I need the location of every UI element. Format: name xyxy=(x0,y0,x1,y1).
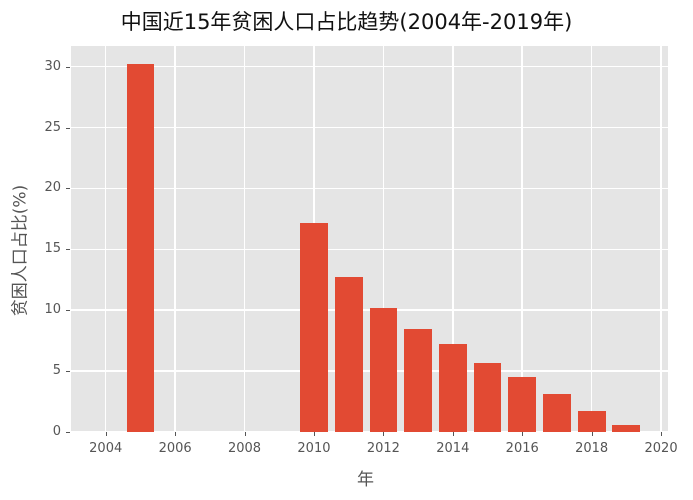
x-tick xyxy=(591,432,593,436)
bar-2019 xyxy=(612,424,641,432)
x-tick xyxy=(661,432,663,436)
y-tick-label: 10 xyxy=(44,302,61,318)
bar-2014 xyxy=(438,344,467,432)
x-tick xyxy=(522,432,524,436)
y-tick-label: 0 xyxy=(52,424,61,439)
y-tick-label: 30 xyxy=(44,58,61,74)
x-tick xyxy=(452,432,454,436)
bar-2012 xyxy=(369,307,398,432)
x-tick-label: 2012 xyxy=(366,441,400,456)
x-tick-label: 2018 xyxy=(575,441,609,456)
y-tick xyxy=(66,127,70,129)
x-tick-label: 2016 xyxy=(505,441,539,456)
grid-line-vertical xyxy=(521,46,523,432)
grid-line-horizontal xyxy=(71,65,668,68)
x-tick-label: 2014 xyxy=(436,441,470,456)
y-tick xyxy=(66,371,70,373)
x-tick-label: 2010 xyxy=(297,441,331,456)
grid-line-horizontal xyxy=(71,126,668,129)
bar-2015 xyxy=(473,362,502,432)
bar-2005 xyxy=(126,64,155,432)
grid-line-vertical xyxy=(660,46,662,432)
bar-2010 xyxy=(300,222,328,432)
x-tick xyxy=(244,432,246,436)
grid-line-horizontal xyxy=(71,248,668,251)
y-tick-label: 5 xyxy=(52,363,61,379)
grid-line-vertical xyxy=(174,46,176,432)
x-tick xyxy=(105,432,107,436)
x-axis-label: 年 xyxy=(357,470,374,490)
chart-title: 中国近15年贫困人口占比趋势(2004年-2019年) xyxy=(120,10,573,34)
grid-line-vertical xyxy=(452,46,454,432)
y-tick xyxy=(66,188,70,190)
y-tick xyxy=(66,432,70,433)
bar-2013 xyxy=(404,328,432,432)
y-tick xyxy=(66,66,70,68)
grid-line-horizontal xyxy=(71,187,668,190)
y-tick-label: 20 xyxy=(44,180,61,196)
y-tick-label: 25 xyxy=(44,119,61,135)
x-tick-label: 2004 xyxy=(89,441,123,456)
x-tick xyxy=(175,432,177,436)
plot-area xyxy=(71,46,668,432)
y-tick-label: 15 xyxy=(44,241,61,257)
y-tick xyxy=(66,310,70,312)
grid-line-vertical xyxy=(243,46,246,432)
grid-line-vertical xyxy=(104,46,107,432)
x-tick-label: 2006 xyxy=(158,441,192,456)
y-tick xyxy=(66,249,70,251)
bar-2017 xyxy=(543,394,571,432)
x-tick xyxy=(383,432,385,436)
y-axis-label: 贫困人口占比(%) xyxy=(10,184,31,317)
x-tick xyxy=(313,432,315,436)
x-tick-label: 2020 xyxy=(644,441,678,456)
grid-line-vertical xyxy=(590,46,593,432)
x-tick-label: 2008 xyxy=(227,441,262,456)
bar-2018 xyxy=(577,411,606,432)
bar-2011 xyxy=(334,277,363,432)
grid-line-vertical xyxy=(382,46,385,432)
bar-2016 xyxy=(508,377,537,432)
